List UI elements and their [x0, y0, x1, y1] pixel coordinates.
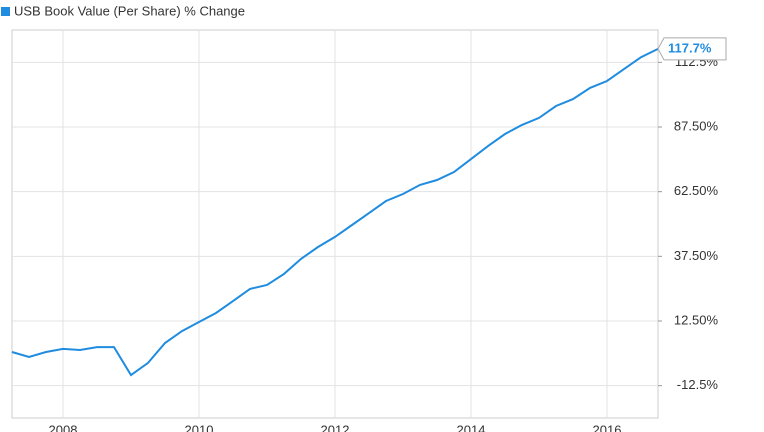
x-tick-label: 2008 — [49, 422, 78, 432]
y-tick-label: 87.50% — [674, 118, 719, 133]
x-tick-label: 2016 — [593, 422, 622, 432]
x-tick-label: 2014 — [457, 422, 486, 432]
legend-swatch — [1, 7, 10, 16]
value-label: 117.7% — [668, 40, 712, 55]
y-tick-label: 12.50% — [674, 312, 719, 327]
x-tick-label: 2010 — [185, 422, 214, 432]
y-tick-label: -12.5% — [677, 377, 719, 392]
legend-label: USB Book Value (Per Share) % Change — [14, 3, 245, 18]
value-flag — [657, 37, 727, 61]
data-line — [11, 48, 659, 377]
y-tick-label: 62.50% — [674, 183, 719, 198]
y-tick-label: 37.50% — [674, 248, 719, 263]
x-tick-label: 2012 — [321, 422, 350, 432]
